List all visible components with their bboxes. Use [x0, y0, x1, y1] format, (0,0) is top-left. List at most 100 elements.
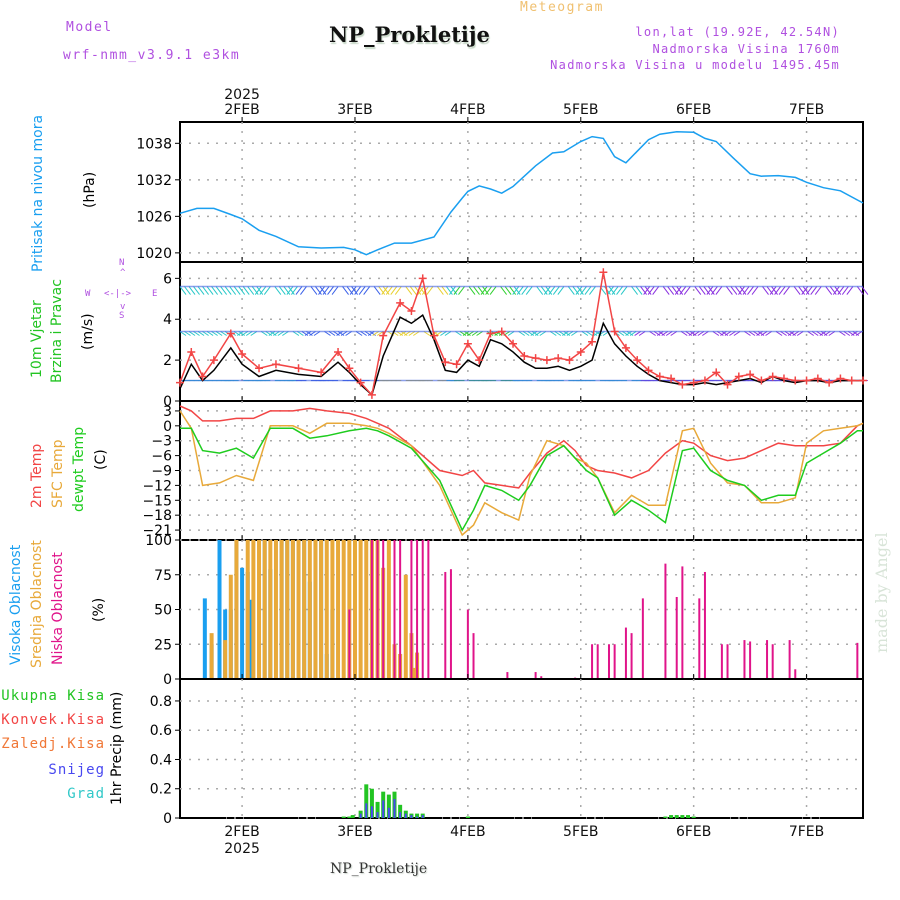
bar-niska-oblacnost: [421, 540, 424, 679]
wind-barb: [394, 286, 402, 295]
wind-barb: [620, 286, 628, 295]
model-label: Model: [66, 20, 113, 35]
wind-barb: [197, 286, 205, 295]
ytick-label: −3: [151, 434, 172, 450]
ytick-label: −15: [142, 493, 172, 509]
meteogram-label: Meteogram: [520, 0, 604, 15]
gust-marker: [700, 376, 709, 385]
ytick-label: 0: [163, 419, 172, 435]
bar-srednja-oblacnost: [296, 540, 301, 679]
legend-conv-rain: Konvek.Kisa: [1, 712, 105, 728]
wind-barb: [418, 286, 426, 295]
wind-barb: [805, 286, 813, 295]
bar-niska-oblacnost: [416, 540, 419, 679]
wind-barb: [358, 286, 366, 295]
wind-barb: [254, 286, 262, 295]
compass-n: N: [119, 258, 125, 268]
bar-srednja-oblacnost: [403, 574, 408, 679]
wind-barb: [363, 286, 371, 295]
gust-marker: [825, 378, 834, 387]
gust-marker: [486, 329, 495, 338]
panel-frame-precipitation: [179, 678, 864, 819]
wind-barb: [310, 286, 318, 295]
bar-niska-oblacnost: [624, 627, 627, 679]
wind-barb: [552, 286, 560, 295]
gust-marker: [746, 370, 755, 379]
gust-marker: [430, 331, 439, 340]
wind-barb: [256, 286, 264, 295]
gust-marker: [198, 372, 207, 381]
page-title: NP_Prokletije: [329, 22, 490, 47]
top-day-label: 3FEB: [337, 102, 372, 118]
wind-barb: [202, 286, 209, 295]
wind-barb: [385, 286, 393, 295]
wind-barb: [409, 286, 417, 295]
bar-niska-oblacnost: [788, 640, 791, 679]
bar-ukupna-kisa: [674, 815, 679, 818]
bar-snijeg: [387, 807, 390, 818]
wind-barb: [238, 286, 246, 295]
bar-srednja-oblacnost: [364, 540, 369, 679]
ytick-label: 0: [163, 811, 172, 827]
ytick-label: 0.2: [150, 782, 172, 798]
wind-barb: [841, 286, 849, 295]
gust-marker: [367, 390, 376, 399]
bar-snijeg: [421, 815, 424, 818]
ytick-label: −18: [142, 508, 172, 524]
wind-barb: [382, 286, 390, 295]
bar-srednja-oblacnost: [330, 540, 335, 679]
gust-marker: [791, 376, 800, 385]
wind-barb: [572, 286, 580, 295]
wind-barb: [802, 286, 810, 295]
wind-barb: [453, 286, 461, 295]
wind-barb: [278, 286, 286, 295]
gust-marker: [463, 339, 472, 348]
gust-marker: [226, 329, 235, 338]
gust-marker: [334, 347, 343, 356]
bar-niska-oblacnost: [444, 571, 447, 679]
wind-barb: [286, 286, 294, 295]
bar-snijeg: [382, 800, 385, 818]
ytick-label: 50: [154, 603, 172, 619]
bar-ukupna-kisa: [686, 815, 691, 818]
bar-srednja-oblacnost: [209, 633, 214, 679]
bar-snijeg: [370, 806, 373, 818]
gust-marker: [418, 274, 427, 283]
wind-barb: [576, 286, 584, 295]
ytick-label: −12: [142, 478, 172, 494]
wind-barb: [291, 286, 298, 295]
bar-niska-oblacnost: [743, 640, 746, 679]
ytick-label: 0.4: [150, 752, 172, 768]
wind-barb: [468, 286, 476, 295]
bar-niska-oblacnost: [399, 540, 402, 679]
wind-barb: [417, 286, 425, 295]
wind-barb: [667, 286, 675, 295]
bar-srednja-oblacnost: [279, 540, 284, 679]
wind-barb: [814, 286, 822, 295]
bar-niska-oblacnost: [472, 633, 475, 679]
bar-niska-oblacnost: [607, 644, 610, 679]
bar-srednja-oblacnost: [268, 540, 273, 679]
wind-barb: [674, 286, 682, 295]
bar-snijeg: [416, 816, 419, 818]
bar-ukupna-kisa: [364, 784, 369, 818]
bar-niska-oblacnost: [641, 598, 644, 679]
wind-barb: [473, 286, 480, 295]
wind-barb: [516, 286, 524, 295]
bar-snijeg: [359, 813, 362, 818]
bar-niska-oblacnost: [613, 644, 616, 679]
wind-barb: [861, 286, 869, 295]
wind-barb: [220, 286, 228, 295]
bar-srednja-oblacnost: [285, 540, 290, 679]
ytick-label: 1026: [136, 209, 172, 225]
wind-barb: [458, 286, 465, 295]
bar-srednja-oblacnost: [262, 540, 267, 679]
wind-barb: [793, 286, 801, 295]
wind-barb: [707, 286, 715, 295]
wind-barb: [683, 286, 691, 295]
gust-marker: [599, 268, 608, 277]
wind-barb: [354, 286, 362, 295]
bar-niska-oblacnost: [771, 644, 774, 679]
wind-barb: [215, 286, 223, 295]
wind-barb: [801, 286, 809, 295]
